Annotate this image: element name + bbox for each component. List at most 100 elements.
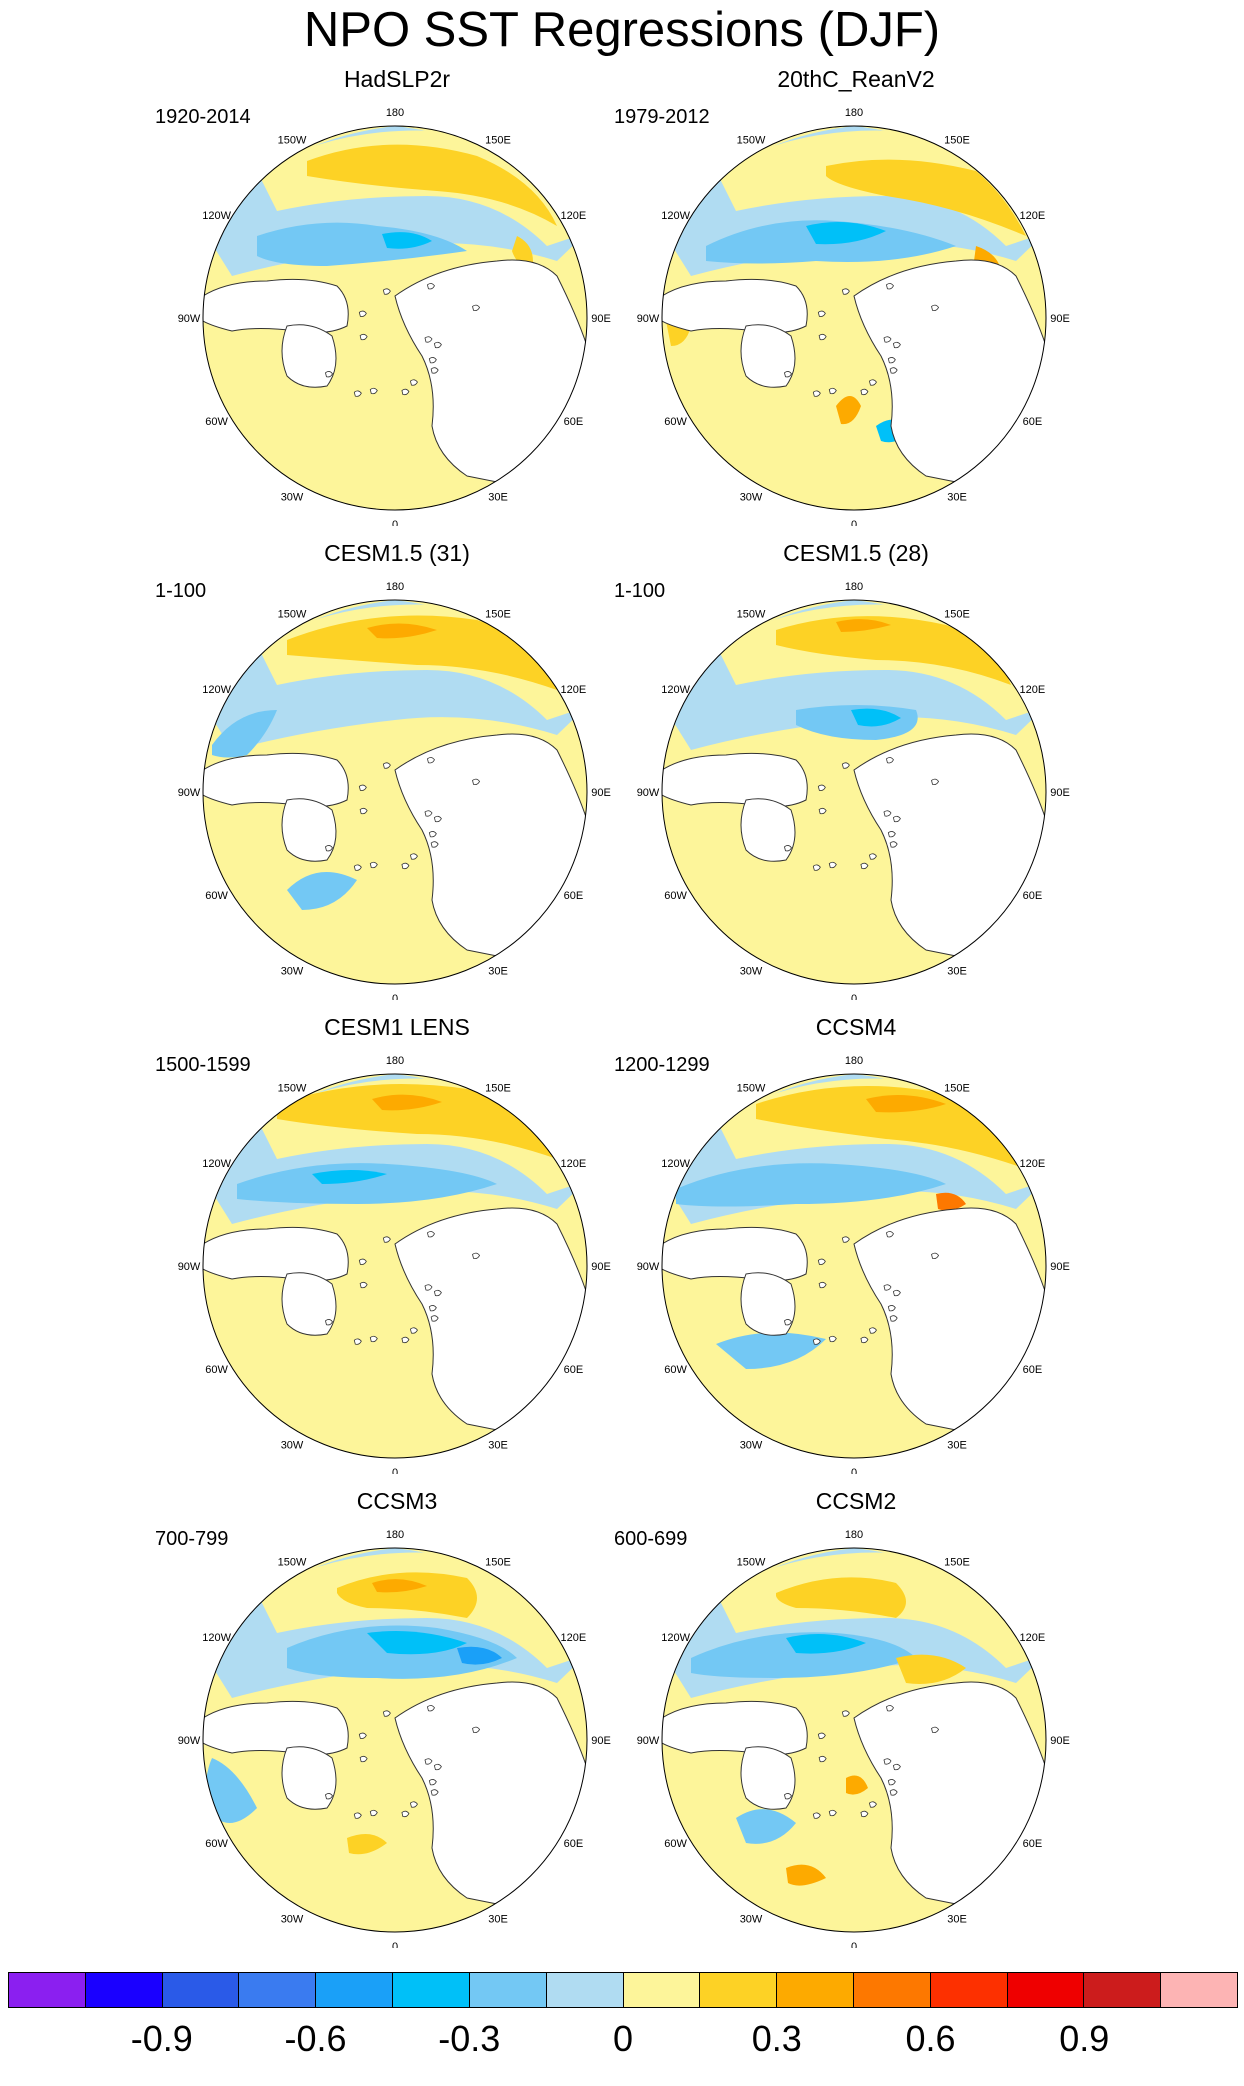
longitude-label: 0	[392, 1467, 398, 1474]
longitude-label: 90W	[637, 313, 660, 325]
longitude-label: 60E	[1023, 416, 1043, 428]
longitude-label: 60W	[664, 1364, 687, 1376]
island	[868, 853, 877, 860]
longitude-label: 30W	[740, 965, 763, 977]
island	[817, 1732, 826, 1739]
map-boundary	[202, 1547, 588, 1933]
longitude-label: 120E	[1020, 210, 1046, 222]
island	[409, 379, 418, 386]
colorbar-swatch	[700, 1973, 778, 2007]
sst-field	[203, 600, 587, 984]
sst-contour	[866, 1095, 946, 1113]
land	[662, 1700, 808, 1756]
longitude-label: 60W	[205, 416, 228, 428]
island	[784, 1793, 792, 1800]
longitude-label: 120E	[561, 1632, 587, 1644]
polar-map: 180 150E 120E 90E 60E 30E 0 30W 60W 90W 120W 150W	[178, 107, 611, 526]
sst-contour	[205, 326, 387, 510]
longitude-label: 120W	[202, 684, 231, 696]
colorbar-swatch	[469, 1973, 547, 2007]
island	[883, 1284, 892, 1291]
figure-title: NPO SST Regressions (DJF)	[303, 3, 941, 57]
longitude-label: 120W	[202, 210, 231, 222]
longitude-label: 120W	[661, 684, 690, 696]
island	[409, 1801, 418, 1808]
island	[325, 1319, 333, 1326]
map-boundary	[661, 599, 1047, 985]
sst-contour	[367, 1630, 467, 1655]
longitude-label: 90E	[1050, 313, 1070, 325]
island	[382, 762, 391, 769]
land	[662, 1226, 808, 1282]
panel-period: 700-799	[155, 1528, 229, 1550]
island	[889, 1315, 898, 1322]
longitude-label: 30W	[281, 965, 304, 977]
colorbar-swatch	[930, 1973, 1008, 2007]
island	[860, 1810, 869, 1818]
longitude-label: 180	[845, 107, 863, 119]
longitude-label: 60W	[205, 1364, 228, 1376]
island	[325, 845, 333, 852]
longitude-label: 90W	[178, 1735, 201, 1747]
island	[426, 1705, 435, 1712]
panel-period: 1-100	[614, 580, 666, 602]
sst-contour	[367, 623, 437, 639]
longitude-label: 30W	[740, 491, 763, 503]
sst-contour	[676, 1163, 946, 1207]
island	[817, 1258, 826, 1265]
colorbar-swatch	[1161, 1973, 1237, 2007]
colorbar-swatch	[9, 1973, 86, 2007]
island	[828, 1809, 837, 1817]
island	[868, 379, 877, 386]
island	[828, 861, 837, 869]
longitude-label: 180	[845, 581, 863, 593]
island	[828, 1335, 837, 1343]
colorbar-swatch	[393, 1973, 470, 2007]
sst-contour	[896, 1654, 966, 1684]
island	[885, 1705, 894, 1712]
longitude-label: 60E	[1023, 1364, 1043, 1376]
sst-contour	[786, 1634, 866, 1654]
map-boundary	[202, 599, 588, 985]
longitude-label: 120E	[1020, 1632, 1046, 1644]
longitude-label: 30E	[488, 965, 508, 977]
longitude-label: 150W	[278, 609, 307, 621]
longitude-label: 60E	[1023, 890, 1043, 902]
longitude-label: 30E	[947, 491, 967, 503]
island	[885, 1231, 894, 1238]
longitude-label: 30E	[488, 1913, 508, 1925]
sst-contour	[257, 222, 467, 266]
sst-contour	[826, 159, 1026, 236]
longitude-label: 120E	[1020, 684, 1046, 696]
island	[358, 1732, 367, 1739]
sst-contour	[846, 1775, 868, 1795]
sst-contour	[836, 619, 891, 632]
island	[885, 757, 894, 764]
island	[472, 1726, 480, 1733]
island	[401, 1810, 410, 1818]
island	[812, 1338, 821, 1345]
sst-field	[203, 1074, 587, 1458]
longitude-label: 150W	[278, 135, 307, 147]
island	[931, 778, 939, 785]
sst-contour	[347, 1834, 387, 1855]
longitude-label: 30W	[281, 1439, 304, 1451]
island	[818, 333, 827, 341]
longitude-label: 120E	[561, 210, 587, 222]
sst-contour	[836, 396, 861, 425]
sst-contour	[736, 1809, 796, 1844]
island	[369, 1809, 378, 1817]
sst-contour	[716, 1332, 826, 1369]
map-panel-20thc-reanv2: 20thC_ReanV2 1979-2012 180 150E 120E 90E 60E…	[596, 66, 1116, 526]
island	[817, 784, 826, 791]
island	[818, 1281, 827, 1289]
island	[860, 1336, 869, 1344]
longitude-label: 90E	[1050, 787, 1070, 799]
island	[401, 1336, 410, 1344]
island	[841, 762, 850, 769]
colorbar	[8, 1972, 1238, 2008]
sst-contour	[287, 872, 357, 910]
longitude-label: 150W	[278, 1557, 307, 1569]
colorbar-swatch	[162, 1973, 240, 2007]
island	[409, 853, 418, 860]
